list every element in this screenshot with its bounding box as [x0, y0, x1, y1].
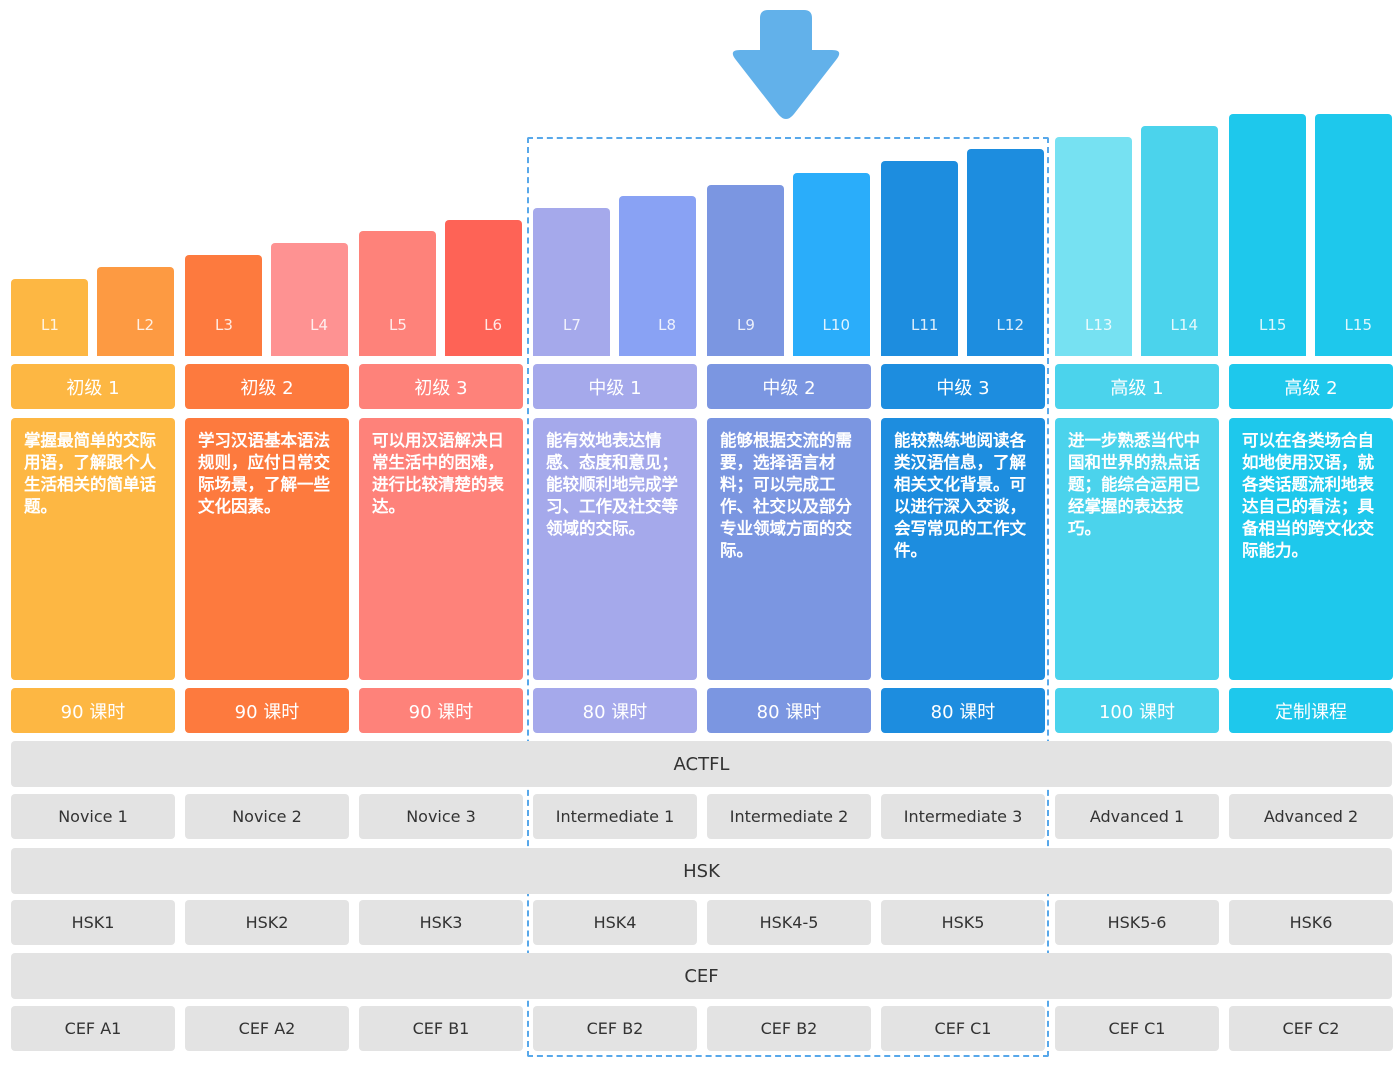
actfl-cell: Advanced 1: [1055, 794, 1219, 839]
level-description: 能较熟练地阅读各类汉语信息，了解相关文化背景。可以进行深入交谈，会写常见的工作文…: [881, 418, 1045, 680]
actfl-cell: Intermediate 3: [881, 794, 1045, 839]
level-hours: 90 课时: [359, 688, 523, 733]
bar-label: L7: [563, 316, 581, 334]
hsk-cell: HSK4: [533, 900, 697, 945]
actfl-cell: Advanced 2: [1229, 794, 1393, 839]
level-hours: 80 课时: [707, 688, 871, 733]
level-hours: 90 课时: [185, 688, 349, 733]
bar-label: L8: [658, 316, 676, 334]
bar-label: L2: [136, 316, 154, 334]
cef-band-label: CEF: [684, 965, 719, 987]
level-name: 初级 3: [359, 364, 523, 409]
level-bar: L13: [1055, 137, 1132, 356]
level-hours: 80 课时: [533, 688, 697, 733]
level-name: 高级 2: [1229, 364, 1393, 409]
down-arrow-icon: [732, 10, 840, 119]
level-hours: 定制课程: [1229, 688, 1393, 733]
level-bar: L4: [271, 243, 348, 356]
level-description: 能有效地表达情感、态度和意见；能较顺利地完成学习、工作及社交等领域的交际。: [533, 418, 697, 680]
hsk-cell: HSK5: [881, 900, 1045, 945]
hsk-cell: HSK5-6: [1055, 900, 1219, 945]
bar-label: L6: [484, 316, 502, 334]
bar-label: L14: [1170, 316, 1198, 334]
level-bar: L11: [881, 161, 958, 356]
actfl-cell: Intermediate 2: [707, 794, 871, 839]
cef-cell: CEF B2: [707, 1006, 871, 1051]
level-bar: L7: [533, 208, 610, 356]
level-name: 中级 1: [533, 364, 697, 409]
bar-label: L3: [215, 316, 233, 334]
hsk-cell: HSK6: [1229, 900, 1393, 945]
level-description: 可以在各类场合自如地使用汉语，就各类话题流利地表达自己的看法；具备相当的跨文化交…: [1229, 418, 1393, 680]
level-hours: 80 课时: [881, 688, 1045, 733]
hsk-band: HSK: [11, 848, 1392, 894]
actfl-cell: Novice 1: [11, 794, 175, 839]
actfl-cell: Intermediate 1: [533, 794, 697, 839]
cef-cell: CEF A2: [185, 1006, 349, 1051]
bar-label: L4: [310, 316, 328, 334]
level-bar: L15: [1315, 114, 1392, 356]
bar-label: L11: [911, 316, 939, 334]
level-bar: L12: [967, 149, 1044, 356]
level-bar: L5: [359, 231, 436, 356]
level-bar: L3: [185, 255, 262, 356]
level-bar: L10: [793, 173, 870, 356]
bar-label: L15: [1259, 316, 1287, 334]
level-bar: L8: [619, 196, 696, 356]
level-name: 初级 2: [185, 364, 349, 409]
level-name: 中级 3: [881, 364, 1045, 409]
hsk-cell: HSK3: [359, 900, 523, 945]
hsk-cell: HSK1: [11, 900, 175, 945]
level-bar: L9: [707, 185, 784, 356]
cef-cell: CEF C2: [1229, 1006, 1393, 1051]
level-description: 学习汉语基本语法规则，应付日常交际场景，了解一些文化因素。: [185, 418, 349, 680]
cef-cell: CEF B1: [359, 1006, 523, 1051]
actfl-band: ACTFL: [11, 741, 1392, 787]
bar-label: L15: [1344, 316, 1372, 334]
bar-label: L10: [822, 316, 850, 334]
level-bar: L6: [445, 220, 522, 356]
level-bar: L2: [97, 267, 174, 356]
hsk-cell: HSK2: [185, 900, 349, 945]
cef-cell: CEF C1: [881, 1006, 1045, 1051]
level-bar: L1: [11, 279, 88, 356]
bar-label: L9: [737, 316, 755, 334]
bar-label: L5: [389, 316, 407, 334]
actfl-cell: Novice 2: [185, 794, 349, 839]
level-hours: 90 课时: [11, 688, 175, 733]
level-name: 初级 1: [11, 364, 175, 409]
level-bar: L15: [1229, 114, 1306, 356]
level-description: 能够根据交流的需要，选择语言材料；可以完成工作、社交以及部分专业领域方面的交际。: [707, 418, 871, 680]
actfl-band-label: ACTFL: [673, 753, 730, 775]
level-hours: 100 课时: [1055, 688, 1219, 733]
level-name: 高级 1: [1055, 364, 1219, 409]
hsk-band-label: HSK: [683, 860, 720, 882]
cef-cell: CEF C1: [1055, 1006, 1219, 1051]
level-bar: L14: [1141, 126, 1218, 356]
level-description: 进一步熟悉当代中国和世界的热点话题；能综合运用已经掌握的表达技巧。: [1055, 418, 1219, 680]
cef-cell: CEF B2: [533, 1006, 697, 1051]
actfl-cell: Novice 3: [359, 794, 523, 839]
cef-cell: CEF A1: [11, 1006, 175, 1051]
level-description: 可以用汉语解决日常生活中的困难，进行比较清楚的表达。: [359, 418, 523, 680]
bar-label: L12: [996, 316, 1024, 334]
hsk-cell: HSK4-5: [707, 900, 871, 945]
cef-band: CEF: [11, 953, 1392, 999]
bar-label: L13: [1085, 316, 1113, 334]
level-name: 中级 2: [707, 364, 871, 409]
highlight-box: [527, 137, 1049, 1057]
bar-label: L1: [41, 316, 59, 334]
level-description: 掌握最简单的交际用语，了解跟个人生活相关的简单话题。: [11, 418, 175, 680]
